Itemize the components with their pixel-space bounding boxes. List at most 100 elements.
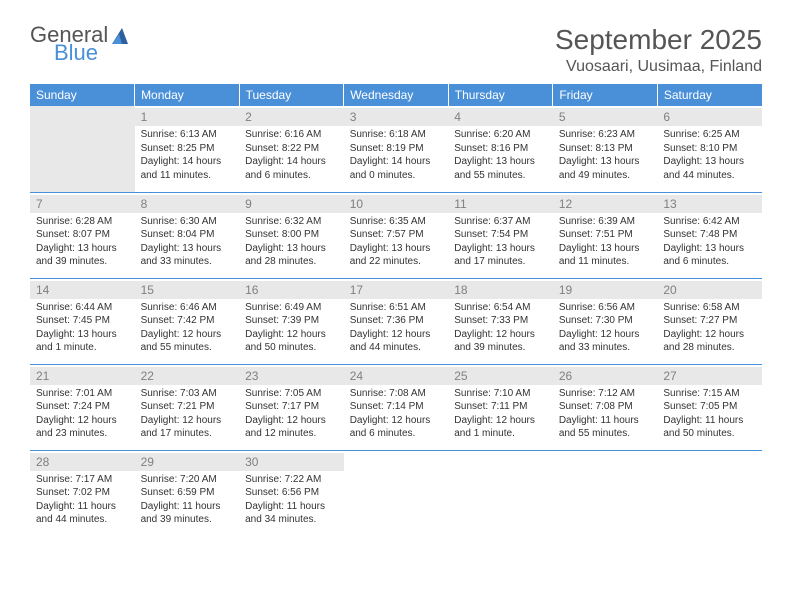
day-number: 12	[553, 195, 658, 213]
day-info: Sunrise: 6:18 AMSunset: 8:19 PMDaylight:…	[350, 128, 443, 182]
day-info: Sunrise: 7:08 AMSunset: 7:14 PMDaylight:…	[350, 387, 443, 441]
day-info: Sunrise: 6:13 AMSunset: 8:25 PMDaylight:…	[141, 128, 234, 182]
day-info: Sunrise: 6:35 AMSunset: 7:57 PMDaylight:…	[350, 215, 443, 269]
calendar-day: 16 Sunrise: 6:49 AMSunset: 7:39 PMDayligh…	[239, 278, 344, 364]
title-block: September 2025 Vuosaari, Uusimaa, Finlan…	[555, 24, 762, 76]
day-info: Sunrise: 6:44 AMSunset: 7:45 PMDaylight:…	[36, 301, 129, 355]
day-info: Sunrise: 6:20 AMSunset: 8:16 PMDaylight:…	[454, 128, 547, 182]
calendar-empty	[344, 450, 449, 536]
header: General Blue September 2025 Vuosaari, Uu…	[30, 24, 762, 76]
calendar-day: 30 Sunrise: 7:22 AMSunset: 6:56 PMDayligh…	[239, 450, 344, 536]
day-info: Sunrise: 6:49 AMSunset: 7:39 PMDaylight:…	[245, 301, 338, 355]
calendar-day: 17 Sunrise: 6:51 AMSunset: 7:36 PMDayligh…	[344, 278, 449, 364]
calendar-day: 2 Sunrise: 6:16 AMSunset: 8:22 PMDaylight…	[239, 106, 344, 192]
calendar-day: 10Sunrise: 6:35 AMSunset: 7:57 PMDayligh…	[344, 192, 449, 278]
day-number: 27	[657, 367, 762, 385]
weekday-header: Sunday	[30, 84, 135, 106]
calendar-day: 26 Sunrise: 7:12 AMSunset: 7:08 PMDayligh…	[553, 364, 658, 450]
day-info: Sunrise: 7:22 AMSunset: 6:56 PMDaylight:…	[245, 473, 338, 527]
day-info: Sunrise: 7:20 AMSunset: 6:59 PMDaylight:…	[141, 473, 234, 527]
day-info: Sunrise: 7:12 AMSunset: 7:08 PMDaylight:…	[559, 387, 652, 441]
calendar-body: 1 Sunrise: 6:13 AMSunset: 8:25 PMDaylight…	[30, 106, 762, 536]
day-number: 21	[30, 367, 135, 385]
calendar-table: SundayMondayTuesdayWednesdayThursdayFrid…	[30, 84, 762, 536]
day-number: 20	[657, 281, 762, 299]
calendar-day: 3 Sunrise: 6:18 AMSunset: 8:19 PMDaylight…	[344, 106, 449, 192]
calendar-header: SundayMondayTuesdayWednesdayThursdayFrid…	[30, 84, 762, 106]
logo: General Blue	[30, 24, 132, 64]
calendar-day: 29 Sunrise: 7:20 AMSunset: 6:59 PMDayligh…	[135, 450, 240, 536]
day-number: 26	[553, 367, 658, 385]
day-info: Sunrise: 6:37 AMSunset: 7:54 PMDaylight:…	[454, 215, 547, 269]
day-info: Sunrise: 6:46 AMSunset: 7:42 PMDaylight:…	[141, 301, 234, 355]
calendar-day: 24 Sunrise: 7:08 AMSunset: 7:14 PMDayligh…	[344, 364, 449, 450]
weekday-header: Wednesday	[344, 84, 449, 106]
day-info: Sunrise: 7:10 AMSunset: 7:11 PMDaylight:…	[454, 387, 547, 441]
calendar-day: 1 Sunrise: 6:13 AMSunset: 8:25 PMDaylight…	[135, 106, 240, 192]
day-number: 22	[135, 367, 240, 385]
calendar-day: 4 Sunrise: 6:20 AMSunset: 8:16 PMDaylight…	[448, 106, 553, 192]
day-number: 5	[553, 108, 658, 126]
calendar-day: 25Sunrise: 7:10 AMSunset: 7:11 PMDayligh…	[448, 364, 553, 450]
day-number: 14	[30, 281, 135, 299]
day-number: 17	[344, 281, 449, 299]
day-number: 2	[239, 108, 344, 126]
day-number: 11	[448, 195, 553, 213]
calendar-empty	[448, 450, 553, 536]
day-info: Sunrise: 7:01 AMSunset: 7:24 PMDaylight:…	[36, 387, 129, 441]
day-info: Sunrise: 6:23 AMSunset: 8:13 PMDaylight:…	[559, 128, 652, 182]
calendar-row: 7Sunrise: 6:28 AMSunset: 8:07 PMDaylight…	[30, 192, 762, 278]
calendar-day: 14 Sunrise: 6:44 AMSunset: 7:45 PMDayligh…	[30, 278, 135, 364]
logo-line2: Blue	[54, 42, 108, 64]
day-info: Sunrise: 6:42 AMSunset: 7:48 PMDaylight:…	[663, 215, 756, 269]
calendar-row: 14 Sunrise: 6:44 AMSunset: 7:45 PMDayligh…	[30, 278, 762, 364]
calendar-day: 6Sunrise: 6:25 AMSunset: 8:10 PMDaylight…	[657, 106, 762, 192]
day-number: 29	[135, 453, 240, 471]
weekday-header: Saturday	[657, 84, 762, 106]
day-number: 18	[448, 281, 553, 299]
day-info: Sunrise: 6:32 AMSunset: 8:00 PMDaylight:…	[245, 215, 338, 269]
day-number: 24	[344, 367, 449, 385]
day-info: Sunrise: 7:05 AMSunset: 7:17 PMDaylight:…	[245, 387, 338, 441]
logo-sail-icon	[110, 26, 132, 53]
day-info: Sunrise: 6:25 AMSunset: 8:10 PMDaylight:…	[663, 128, 756, 182]
day-number: 28	[30, 453, 135, 471]
calendar-day: 5 Sunrise: 6:23 AMSunset: 8:13 PMDaylight…	[553, 106, 658, 192]
location: Vuosaari, Uusimaa, Finland	[555, 58, 762, 76]
day-number: 1	[135, 108, 240, 126]
calendar-day: 11 Sunrise: 6:37 AMSunset: 7:54 PMDayligh…	[448, 192, 553, 278]
day-number: 3	[344, 108, 449, 126]
day-info: Sunrise: 6:51 AMSunset: 7:36 PMDaylight:…	[350, 301, 443, 355]
calendar-day: 28 Sunrise: 7:17 AMSunset: 7:02 PMDayligh…	[30, 450, 135, 536]
calendar-empty	[30, 106, 135, 192]
calendar-day: 27Sunrise: 7:15 AMSunset: 7:05 PMDayligh…	[657, 364, 762, 450]
day-number: 4	[448, 108, 553, 126]
calendar-day: 7Sunrise: 6:28 AMSunset: 8:07 PMDaylight…	[30, 192, 135, 278]
day-info: Sunrise: 6:39 AMSunset: 7:51 PMDaylight:…	[559, 215, 652, 269]
day-info: Sunrise: 7:17 AMSunset: 7:02 PMDaylight:…	[36, 473, 129, 527]
weekday-header: Friday	[553, 84, 658, 106]
calendar-day: 19 Sunrise: 6:56 AMSunset: 7:30 PMDayligh…	[553, 278, 658, 364]
day-info: Sunrise: 7:03 AMSunset: 7:21 PMDaylight:…	[141, 387, 234, 441]
day-number: 8	[135, 195, 240, 213]
calendar-day: 18Sunrise: 6:54 AMSunset: 7:33 PMDayligh…	[448, 278, 553, 364]
calendar-day: 9Sunrise: 6:32 AMSunset: 8:00 PMDaylight…	[239, 192, 344, 278]
calendar-day: 22 Sunrise: 7:03 AMSunset: 7:21 PMDayligh…	[135, 364, 240, 450]
weekday-header: Monday	[135, 84, 240, 106]
day-info: Sunrise: 6:58 AMSunset: 7:27 PMDaylight:…	[663, 301, 756, 355]
day-number: 15	[135, 281, 240, 299]
calendar-empty	[657, 450, 762, 536]
day-number: 19	[553, 281, 658, 299]
weekday-header: Tuesday	[239, 84, 344, 106]
day-number: 16	[239, 281, 344, 299]
day-info: Sunrise: 6:56 AMSunset: 7:30 PMDaylight:…	[559, 301, 652, 355]
day-info: Sunrise: 6:30 AMSunset: 8:04 PMDaylight:…	[141, 215, 234, 269]
day-number: 30	[239, 453, 344, 471]
calendar-empty	[553, 450, 658, 536]
calendar-row: 1 Sunrise: 6:13 AMSunset: 8:25 PMDaylight…	[30, 106, 762, 192]
calendar-day: 21 Sunrise: 7:01 AMSunset: 7:24 PMDayligh…	[30, 364, 135, 450]
day-info: Sunrise: 6:16 AMSunset: 8:22 PMDaylight:…	[245, 128, 338, 182]
day-info: Sunrise: 6:28 AMSunset: 8:07 PMDaylight:…	[36, 215, 129, 269]
month-title: September 2025	[555, 24, 762, 56]
calendar-row: 28 Sunrise: 7:17 AMSunset: 7:02 PMDayligh…	[30, 450, 762, 536]
